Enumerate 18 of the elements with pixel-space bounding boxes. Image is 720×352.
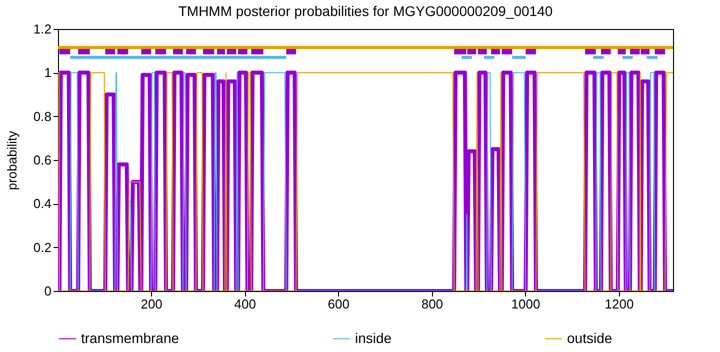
legend-label: transmembrane	[81, 330, 180, 346]
y-tick-label: 1	[44, 65, 52, 80]
x-tick-label: 1000	[511, 296, 540, 312]
chart-title: TMHMM posterior probabilities for MGYG000000209_00140	[178, 3, 553, 19]
y-axis-title: probability	[4, 130, 20, 190]
x-tick-label: 200	[140, 296, 162, 312]
y-tick-label: 1.2	[33, 22, 52, 36]
y-tick-label: 0	[44, 284, 52, 298]
legend-label: outside	[567, 330, 612, 346]
x-tick-label: 600	[328, 296, 350, 312]
y-tick-label: 0.6	[33, 152, 52, 168]
y-tick-label: 0.4	[33, 196, 52, 212]
legend-label: inside	[355, 330, 392, 346]
y-tick-label: 0.8	[33, 108, 52, 124]
x-tick-label: 1200	[604, 296, 634, 312]
x-tick-label: 800	[421, 296, 444, 312]
y-tick-label: 0.2	[33, 240, 52, 255]
x-tick-label: 400	[234, 296, 256, 312]
